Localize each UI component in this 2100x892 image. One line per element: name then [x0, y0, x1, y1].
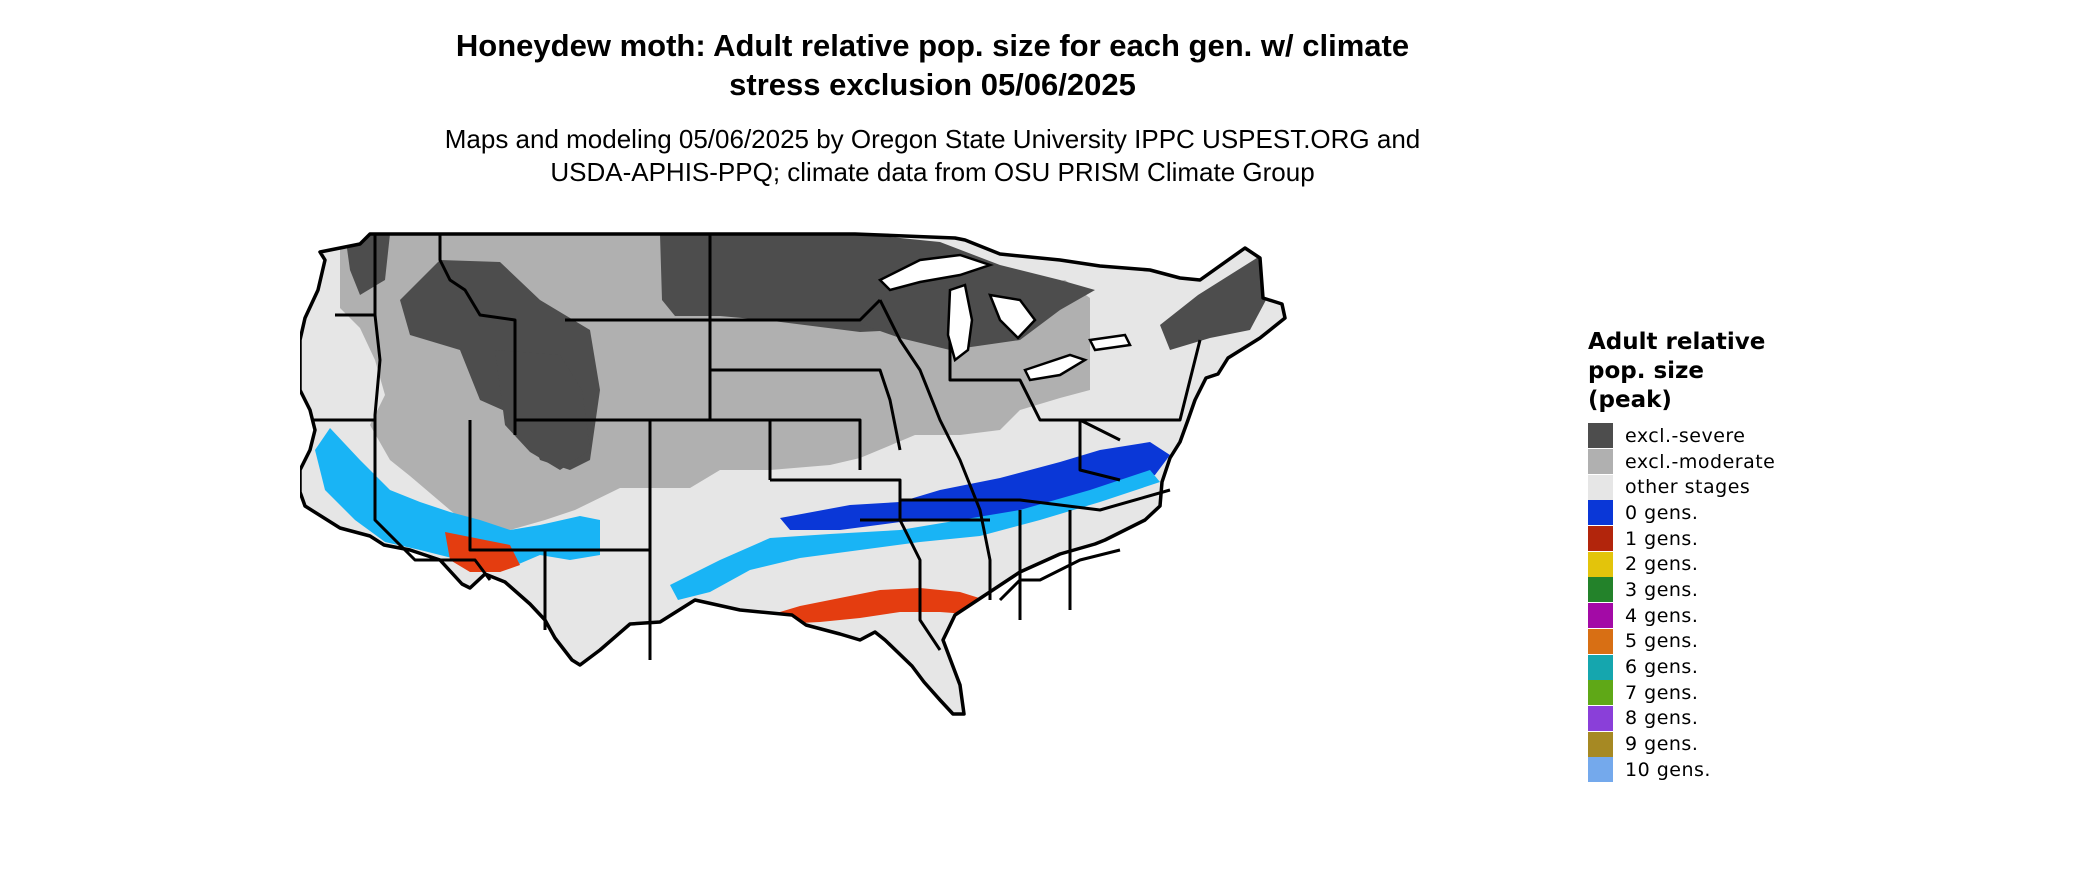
legend-label: 10 gens. — [1625, 758, 1711, 781]
legend-label: 4 gens. — [1625, 604, 1699, 627]
legend-item: excl.-severe — [1588, 423, 1888, 449]
lake-superior — [877, 253, 994, 292]
border-new-york-pennsylvania — [1080, 339, 1202, 422]
legend-item: 5 gens. — [1588, 628, 1888, 655]
legend-item: 10 gens. — [1588, 757, 1888, 783]
legend-item: other stages — [1588, 474, 1888, 500]
us-map — [300, 232, 1287, 874]
border-utah-colorado — [468, 420, 547, 630]
legend-item: 4 gens. — [1588, 603, 1888, 629]
legend-item: 0 gens. — [1588, 500, 1888, 526]
legend-label: other stages — [1625, 476, 1751, 499]
map-subtitle-line-2: USDA-APHIS-PPQ; climate data from OSU PR… — [550, 157, 1315, 187]
legend-swatch — [1588, 500, 1613, 526]
legend-swatch — [1588, 705, 1613, 731]
border-nebraska-kansas — [515, 418, 772, 480]
legend-label: 9 gens. — [1625, 733, 1699, 756]
lake-michigan — [946, 283, 974, 363]
border-iowa-missouri — [710, 368, 902, 451]
border-minnesota — [708, 234, 882, 322]
legend-label: 6 gens. — [1625, 656, 1699, 679]
legend-label: 5 gens. — [1625, 630, 1699, 653]
legend-label: 0 gens. — [1625, 501, 1699, 524]
legend-item: 8 gens. — [1588, 705, 1888, 732]
zero-gens-band — [780, 442, 1170, 530]
excl-severe-cascades — [345, 234, 390, 295]
state-borders — [312, 234, 1202, 660]
border-southeast — [998, 548, 1121, 602]
legend-label: 2 gens. — [1625, 553, 1699, 576]
legend-swatch — [1588, 551, 1613, 577]
excl-severe-northern-plains — [660, 234, 900, 332]
legend-swatch — [1588, 526, 1613, 552]
legend-label: 7 gens. — [1625, 681, 1699, 704]
legend-items: excl.-severe excl.-moderate other stages 0 … — [1588, 423, 1888, 783]
legend-swatch — [1588, 603, 1613, 629]
legend-label: 3 gens. — [1625, 578, 1699, 601]
map-fill-layer — [300, 234, 1285, 874]
light-blue-band — [670, 470, 1160, 600]
legend-item: excl.-moderate — [1588, 449, 1888, 475]
legend-swatch — [1588, 680, 1613, 706]
legend-swatch — [1588, 423, 1613, 449]
legend-item: 9 gens. — [1588, 731, 1888, 757]
legend-swatch — [1588, 577, 1613, 603]
legend-label: excl.-moderate — [1625, 450, 1776, 473]
legend-swatch — [1588, 654, 1613, 680]
lake-huron — [988, 293, 1037, 340]
legend-swatch — [1588, 757, 1613, 783]
light-blue-west-band — [315, 428, 600, 572]
legend-swatch — [1588, 628, 1613, 654]
map-subtitle-line-1: Maps and modeling 05/06/2025 by Oregon S… — [444, 124, 1421, 154]
legend-title-line-1: Adult relative — [1588, 329, 1766, 355]
legend-label: 1 gens. — [1625, 527, 1699, 550]
legend-swatch — [1588, 474, 1613, 500]
legend: Adult relative pop. size (peak) excl.-se… — [1588, 328, 1888, 783]
border-wyoming — [438, 234, 517, 435]
legend-label: excl.-severe — [1625, 424, 1746, 447]
legend-title-line-3: (peak) — [1588, 387, 1672, 413]
legend-swatch — [1588, 449, 1613, 475]
legend-label: 8 gens. — [1625, 707, 1699, 730]
legend-item: 2 gens. — [1588, 551, 1888, 577]
two-gens-south-florida — [1132, 838, 1146, 874]
border-west-virginia — [1078, 420, 1121, 482]
border-mississippi-river — [878, 299, 992, 600]
orange-region-florida — [1090, 598, 1135, 645]
great-lakes — [877, 253, 1132, 382]
map-title: Honeydew moth: Adult relative pop. size … — [370, 26, 1495, 104]
lake-ontario — [1088, 333, 1132, 352]
legend-item: 1 gens. — [1588, 526, 1888, 552]
border-texas-louisiana — [860, 518, 942, 651]
legend-item: 3 gens. — [1588, 577, 1888, 603]
orange-region-southwest — [445, 532, 520, 572]
map-subtitle: Maps and modeling 05/06/2025 by Oregon S… — [370, 123, 1495, 189]
excl-severe-colorado — [495, 350, 590, 470]
border-kentucky-tennessee — [900, 488, 1171, 512]
lake-erie — [1023, 353, 1088, 382]
legend-item: 6 gens. — [1588, 654, 1888, 680]
excl-severe-new-england — [1160, 256, 1266, 350]
legend-title-line-2: pop. size — [1588, 358, 1705, 384]
legend-item: 7 gens. — [1588, 680, 1888, 706]
orange-region-gulf-coast — [760, 588, 1005, 624]
map-title-line-1: Honeydew moth: Adult relative pop. size … — [455, 28, 1410, 63]
border-alabama-georgia — [1018, 510, 1072, 620]
border-nevada-utah — [312, 418, 492, 581]
legend-swatch — [1588, 731, 1613, 757]
legend-title: Adult relative pop. size (peak) — [1588, 328, 1888, 415]
map-title-line-2: stress exclusion 05/06/2025 — [729, 67, 1136, 102]
border-ohio-valley — [948, 340, 1121, 442]
